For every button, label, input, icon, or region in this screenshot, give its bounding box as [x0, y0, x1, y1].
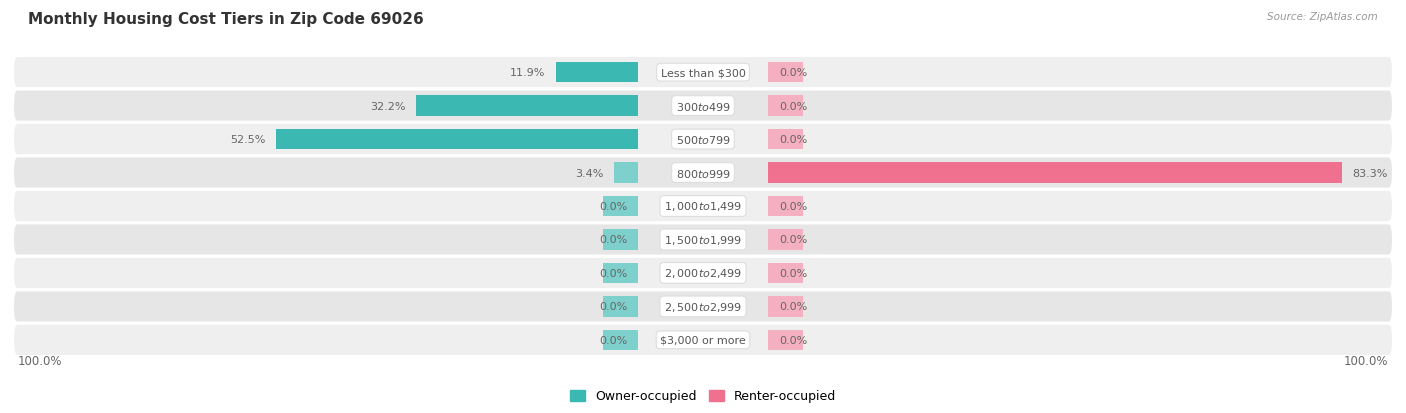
Text: 0.0%: 0.0% [779, 202, 807, 211]
FancyBboxPatch shape [14, 58, 1392, 88]
Text: $1,000 to $1,499: $1,000 to $1,499 [664, 200, 742, 213]
Text: 0.0%: 0.0% [599, 335, 627, 345]
FancyBboxPatch shape [14, 292, 1392, 322]
FancyBboxPatch shape [14, 258, 1392, 288]
Text: 0.0%: 0.0% [779, 135, 807, 145]
Text: 0.0%: 0.0% [779, 301, 807, 312]
Text: 0.0%: 0.0% [599, 301, 627, 312]
Text: $2,000 to $2,499: $2,000 to $2,499 [664, 267, 742, 280]
Bar [603, 330, 637, 350]
Text: Less than $300: Less than $300 [661, 68, 745, 78]
Bar [603, 230, 637, 250]
Text: 11.9%: 11.9% [510, 68, 546, 78]
FancyBboxPatch shape [14, 192, 1392, 221]
Bar [603, 196, 637, 217]
Bar [614, 163, 637, 183]
Text: $800 to $999: $800 to $999 [675, 167, 731, 179]
Bar [769, 330, 803, 350]
Bar [603, 296, 637, 317]
Text: 0.0%: 0.0% [599, 268, 627, 278]
Text: 0.0%: 0.0% [779, 101, 807, 112]
Text: Source: ZipAtlas.com: Source: ZipAtlas.com [1267, 12, 1378, 22]
Text: 52.5%: 52.5% [231, 135, 266, 145]
Bar [603, 263, 637, 284]
FancyBboxPatch shape [14, 225, 1392, 255]
Text: Monthly Housing Cost Tiers in Zip Code 69026: Monthly Housing Cost Tiers in Zip Code 6… [28, 12, 423, 27]
Text: 100.0%: 100.0% [17, 354, 62, 367]
Text: $3,000 or more: $3,000 or more [661, 335, 745, 345]
Bar [769, 263, 803, 284]
Text: $500 to $799: $500 to $799 [675, 134, 731, 146]
Legend: Owner-occupied, Renter-occupied: Owner-occupied, Renter-occupied [565, 385, 841, 408]
Bar [416, 96, 637, 117]
Text: 100.0%: 100.0% [1344, 354, 1389, 367]
Text: 83.3%: 83.3% [1353, 168, 1388, 178]
Text: $1,500 to $1,999: $1,500 to $1,999 [664, 233, 742, 247]
Bar [769, 129, 803, 150]
Text: 0.0%: 0.0% [599, 202, 627, 211]
FancyBboxPatch shape [14, 158, 1392, 188]
Bar [276, 129, 637, 150]
Text: 0.0%: 0.0% [779, 235, 807, 245]
Text: 0.0%: 0.0% [599, 235, 627, 245]
Text: 0.0%: 0.0% [779, 335, 807, 345]
Bar [769, 196, 803, 217]
Text: 0.0%: 0.0% [779, 268, 807, 278]
Text: $300 to $499: $300 to $499 [675, 100, 731, 112]
Bar [769, 163, 1343, 183]
Text: $2,500 to $2,999: $2,500 to $2,999 [664, 300, 742, 313]
Text: 0.0%: 0.0% [779, 68, 807, 78]
Text: 3.4%: 3.4% [575, 168, 603, 178]
Bar [769, 96, 803, 117]
Bar [555, 63, 637, 83]
Text: 32.2%: 32.2% [370, 101, 405, 112]
FancyBboxPatch shape [14, 91, 1392, 121]
Bar [769, 296, 803, 317]
Bar [769, 230, 803, 250]
Bar [769, 63, 803, 83]
FancyBboxPatch shape [14, 125, 1392, 155]
FancyBboxPatch shape [14, 325, 1392, 355]
